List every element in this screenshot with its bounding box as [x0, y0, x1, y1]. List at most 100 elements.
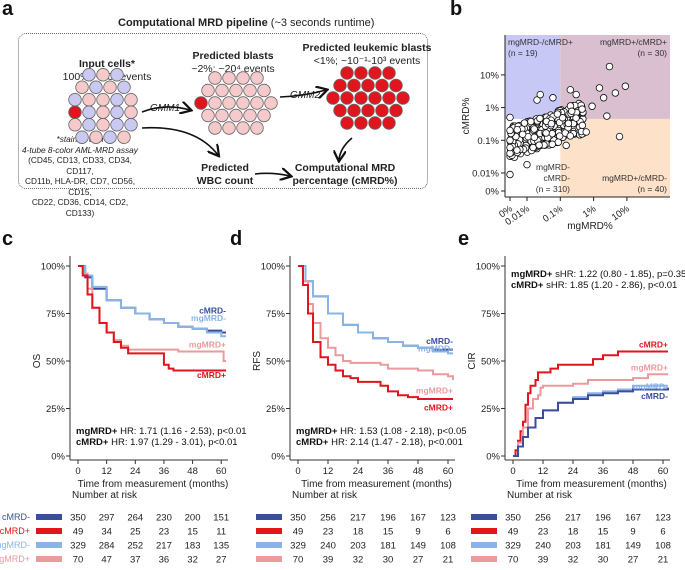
risk-table-title: Number at risk: [72, 490, 138, 501]
annotation-stats: HR: 1.97 (1.29 - 3.01), p<0.01: [108, 437, 237, 448]
cell: [236, 96, 250, 110]
x-tick-label: 48: [413, 466, 424, 477]
y-tick-label: 0%: [271, 452, 285, 463]
risk-row-swatch: [471, 542, 497, 548]
x-tick-label: 0: [295, 466, 300, 477]
risk-row-swatch: [36, 528, 62, 534]
risk-value: 196: [595, 513, 611, 524]
risk-value: 34: [101, 527, 112, 538]
y-tick-label: 25%: [481, 404, 501, 415]
scatter-point: [599, 94, 608, 102]
leukemic-to-cmrd-arrow: [339, 137, 353, 160]
risk-row-label: mgMRD-: [0, 540, 30, 550]
y-tick-label: 75%: [46, 309, 66, 320]
footnote-line-3: (CD45, CD13, CD33, CD34, CD117,: [28, 155, 132, 176]
cell: [333, 78, 347, 93]
cell: [96, 68, 110, 82]
cell: [250, 121, 264, 135]
scatter-point: [572, 90, 580, 99]
x-tick-label: 12: [323, 466, 334, 477]
wbc-line-2: WBC count: [196, 175, 254, 187]
risk-row-swatch: [471, 556, 497, 562]
series-label: mgMRD+: [631, 363, 668, 373]
risk-value: 256: [320, 513, 336, 524]
scatter-point: [542, 129, 550, 137]
series-label: mgMRD+: [189, 340, 226, 350]
y-tick-label: 100%: [476, 262, 501, 273]
cell: [389, 78, 403, 93]
risk-value: 49: [508, 527, 519, 538]
risk-value: 9: [415, 527, 420, 538]
risk-table-title: Number at risk: [292, 490, 358, 501]
x-tick-label: 36: [383, 466, 394, 477]
cell: [368, 91, 382, 105]
y-axis-label: OS: [32, 353, 43, 368]
scatter-point: [548, 140, 556, 148]
annotation-stats: HR: 1.53 (1.08 - 2.18), p<0.05: [337, 426, 466, 437]
series-label: mgMRD-: [418, 344, 453, 354]
quadrant-label: mgMRD-/cMRD+: [508, 37, 573, 47]
cmrd-line-2: percentage (cMRD%): [292, 175, 398, 187]
scatter-point: [518, 130, 527, 138]
risk-value: 217: [156, 541, 172, 552]
cell: [368, 66, 382, 80]
cell: [375, 103, 389, 118]
series-line-mgMRD-: [78, 265, 226, 338]
annotation-stats: HR: 2.14 (1.47 - 2.18), p<0.001: [328, 437, 462, 448]
x-axis-label: Time from measurement (months): [301, 479, 452, 490]
panel-label-c: c: [2, 228, 14, 250]
wbc-line-1: Predicted: [201, 162, 249, 174]
scatter-point: [605, 62, 614, 71]
input-cells-cluster: [68, 68, 138, 144]
x-tick-label: 60: [658, 466, 669, 477]
cell: [347, 78, 361, 93]
x-axis-label: Time from measurement (months): [516, 479, 667, 490]
cell: [264, 96, 278, 110]
risk-value: 23: [159, 527, 170, 538]
risk-value: 32: [187, 555, 198, 566]
risk-value: 284: [99, 541, 115, 552]
series-line-cMRD+: [78, 265, 226, 372]
cell: [124, 118, 138, 132]
y-tick-label: 100%: [41, 262, 66, 273]
series-label: cMRD+: [197, 370, 226, 380]
footnote-line-2: 4-tube 8-color AML-MRD assay: [22, 144, 138, 155]
scatter-point: [547, 119, 556, 128]
y-axis-label: CIR: [467, 352, 478, 369]
annotation-group: cMRD+: [511, 280, 544, 291]
risk-value: 39: [323, 555, 334, 566]
risk-value: 36: [159, 555, 170, 566]
risk-value: 70: [73, 555, 84, 566]
annotation-group: mgMRD+: [76, 426, 118, 437]
x-tick-label: 12: [538, 466, 549, 477]
scatter-point: [530, 133, 539, 142]
leukemic-blasts-subtitle: <1%; ~10⁻¹-10³ events: [313, 55, 421, 67]
pipeline-title-rest: (~3 seconds runtime): [267, 17, 375, 29]
cell: [110, 68, 124, 82]
cell: [222, 96, 236, 110]
quadrant-label: mgMRD+/cMRD-: [602, 173, 667, 183]
cell: [340, 66, 354, 80]
b-y-axis-label: cMRD%: [461, 98, 472, 135]
quadrant-label: mgMRD-: [536, 162, 570, 172]
b-y-tick-label: 0.1%: [477, 136, 499, 147]
x-tick-label: 36: [598, 466, 609, 477]
risk-value: 297: [99, 513, 115, 524]
wbc-arrow: [141, 126, 218, 155]
cell: [382, 91, 396, 105]
cell: [215, 108, 229, 123]
scatter-point: [564, 119, 573, 128]
x-tick-label: 60: [216, 466, 227, 477]
y-tick-label: 50%: [46, 357, 66, 368]
risk-value: 27: [413, 555, 424, 566]
input-cells-title: Input cells*: [78, 58, 135, 70]
scatter-point: [533, 96, 541, 104]
x-tick-label: 0: [75, 466, 80, 477]
risk-value: 25: [130, 527, 141, 538]
quadrant-count: (n = 40): [637, 184, 667, 194]
annotation-stats: sHR: 1.85 (1.20 - 2.86), p<0.01: [543, 280, 677, 291]
series-line-cMRD+: [513, 350, 668, 457]
y-tick-label: 50%: [481, 357, 501, 368]
scatter-point: [513, 125, 521, 134]
series-label: mgMRD-: [633, 382, 668, 392]
